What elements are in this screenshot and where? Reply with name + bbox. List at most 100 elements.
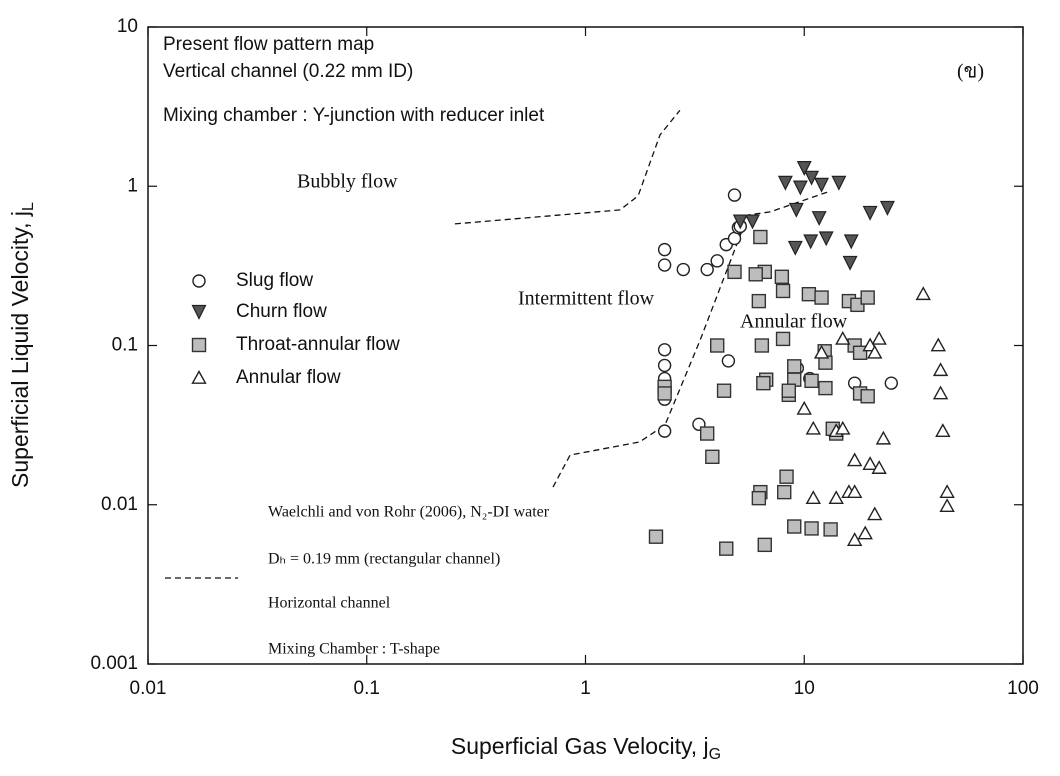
marker-triangle-down bbox=[792, 180, 808, 196]
marker-triangle-down bbox=[745, 214, 760, 230]
marker-triangle-up bbox=[875, 430, 892, 445]
region-label: Bubbly flow bbox=[297, 171, 398, 193]
legend-label: Slug flow bbox=[236, 270, 313, 291]
x-tick-label: 0.1 bbox=[354, 678, 380, 699]
marker-square bbox=[777, 484, 792, 500]
marker-triangle-down bbox=[732, 214, 748, 230]
marker-triangle-down bbox=[803, 234, 819, 250]
marker-square bbox=[719, 541, 734, 556]
legend-marker bbox=[192, 274, 206, 288]
marker-square bbox=[787, 359, 802, 374]
marker-triangle-up bbox=[805, 490, 821, 505]
marker-square bbox=[727, 264, 742, 280]
marker-triangle-up bbox=[930, 337, 946, 352]
marker-square bbox=[748, 267, 763, 282]
marker-triangle-up bbox=[796, 400, 812, 415]
marker-circle bbox=[657, 258, 672, 272]
marker-triangle-up bbox=[846, 452, 863, 467]
x-tick-label: 10 bbox=[794, 678, 815, 699]
legend-label: Throat-annular flow bbox=[236, 334, 400, 355]
note: Mixing chamber : Y-junction with reducer… bbox=[163, 105, 545, 126]
marker-square bbox=[804, 373, 819, 389]
marker-circle bbox=[676, 262, 691, 277]
marker-triangle-up bbox=[939, 498, 955, 513]
x-axis-label: Superficial Gas Velocity, jG bbox=[451, 733, 721, 763]
legend-marker bbox=[191, 304, 207, 320]
x-axis-label-sub: G bbox=[709, 746, 721, 763]
note: Vertical channel (0.22 mm ID) bbox=[163, 61, 413, 82]
marker-square bbox=[751, 293, 767, 309]
region-label: Intermittent flow bbox=[518, 288, 655, 310]
marker-circle bbox=[700, 262, 714, 277]
marker-triangle-up bbox=[846, 532, 863, 546]
marker-circle bbox=[657, 358, 672, 373]
marker-square bbox=[753, 229, 768, 245]
marker-square bbox=[787, 519, 802, 534]
marker-square bbox=[775, 331, 791, 347]
marker-triangle-up bbox=[932, 362, 949, 377]
marker-square bbox=[705, 449, 720, 465]
y-tick-label: 10 bbox=[117, 16, 138, 37]
marker-triangle-up bbox=[939, 484, 955, 499]
marker-triangle-down bbox=[862, 205, 878, 221]
marker-square bbox=[751, 490, 767, 506]
x-tick-label: 100 bbox=[1007, 678, 1039, 699]
boundary-line bbox=[552, 191, 828, 488]
y-tick-label: 1 bbox=[127, 175, 138, 196]
marker-circle bbox=[721, 354, 736, 368]
marker-triangle-up bbox=[835, 420, 851, 435]
marker-circle bbox=[657, 343, 672, 357]
marker-square bbox=[754, 338, 770, 353]
reference-text: Waelchli and von Rohr (2006), N₂-DI wate… bbox=[268, 504, 550, 521]
marker-circle bbox=[657, 424, 672, 438]
marker-triangle-down bbox=[777, 175, 793, 191]
marker-circle bbox=[657, 242, 672, 257]
marker-triangle-up bbox=[835, 330, 851, 345]
marker-square bbox=[860, 389, 875, 404]
y-tick-label: 0.01 bbox=[101, 494, 138, 515]
legend-label: Churn flow bbox=[236, 301, 327, 322]
marker-square bbox=[804, 521, 819, 536]
reference-text: Mixing Chamber : T-shape bbox=[268, 641, 440, 658]
marker-square bbox=[852, 345, 868, 360]
marker-triangle-up bbox=[828, 490, 844, 505]
marker-triangle-up bbox=[862, 456, 878, 470]
region-label: (ข) bbox=[957, 61, 984, 83]
y-tick-label: 0.1 bbox=[112, 335, 138, 356]
marker-triangle-down bbox=[788, 202, 804, 218]
marker-square bbox=[710, 338, 725, 353]
marker-triangle-down bbox=[818, 231, 834, 247]
marker-triangle-down bbox=[879, 200, 895, 216]
marker-triangle-up bbox=[846, 484, 863, 499]
y-axis-label: Superficial Liquid Velocity, jL bbox=[7, 202, 37, 488]
x-axis-label-text: Superficial Gas Velocity, j bbox=[451, 733, 709, 759]
legend-label: Annular flow bbox=[236, 367, 341, 388]
y-tick-label: 0.001 bbox=[90, 653, 138, 674]
reference-text: Horizontal channel bbox=[268, 595, 391, 612]
x-tick-label: 0.01 bbox=[130, 678, 167, 699]
marker-triangle-up bbox=[915, 286, 931, 301]
marker-triangle-up bbox=[867, 344, 883, 359]
legend-marker bbox=[191, 337, 207, 353]
marker-triangle-down bbox=[796, 161, 812, 176]
marker-triangle-up bbox=[805, 420, 821, 435]
marker-square bbox=[823, 522, 838, 537]
marker-triangle-down bbox=[842, 255, 858, 271]
marker-circle bbox=[884, 376, 898, 390]
marker-triangle-down bbox=[814, 177, 830, 193]
marker-square bbox=[648, 529, 664, 544]
marker-triangle-up bbox=[857, 525, 873, 540]
legend-marker bbox=[191, 370, 207, 384]
marker-square bbox=[775, 283, 791, 299]
region-label: Annular flow bbox=[740, 311, 848, 333]
y-axis-label-text: Superficial Liquid Velocity, j bbox=[7, 211, 33, 488]
marker-triangle-down bbox=[831, 175, 847, 191]
marker-square bbox=[757, 537, 772, 553]
boundary-line bbox=[454, 109, 681, 225]
marker-triangle-up bbox=[932, 385, 949, 400]
marker-triangle-up bbox=[871, 330, 887, 345]
note: Present flow pattern map bbox=[163, 34, 374, 55]
marker-square bbox=[756, 375, 771, 391]
marker-square bbox=[657, 386, 672, 401]
